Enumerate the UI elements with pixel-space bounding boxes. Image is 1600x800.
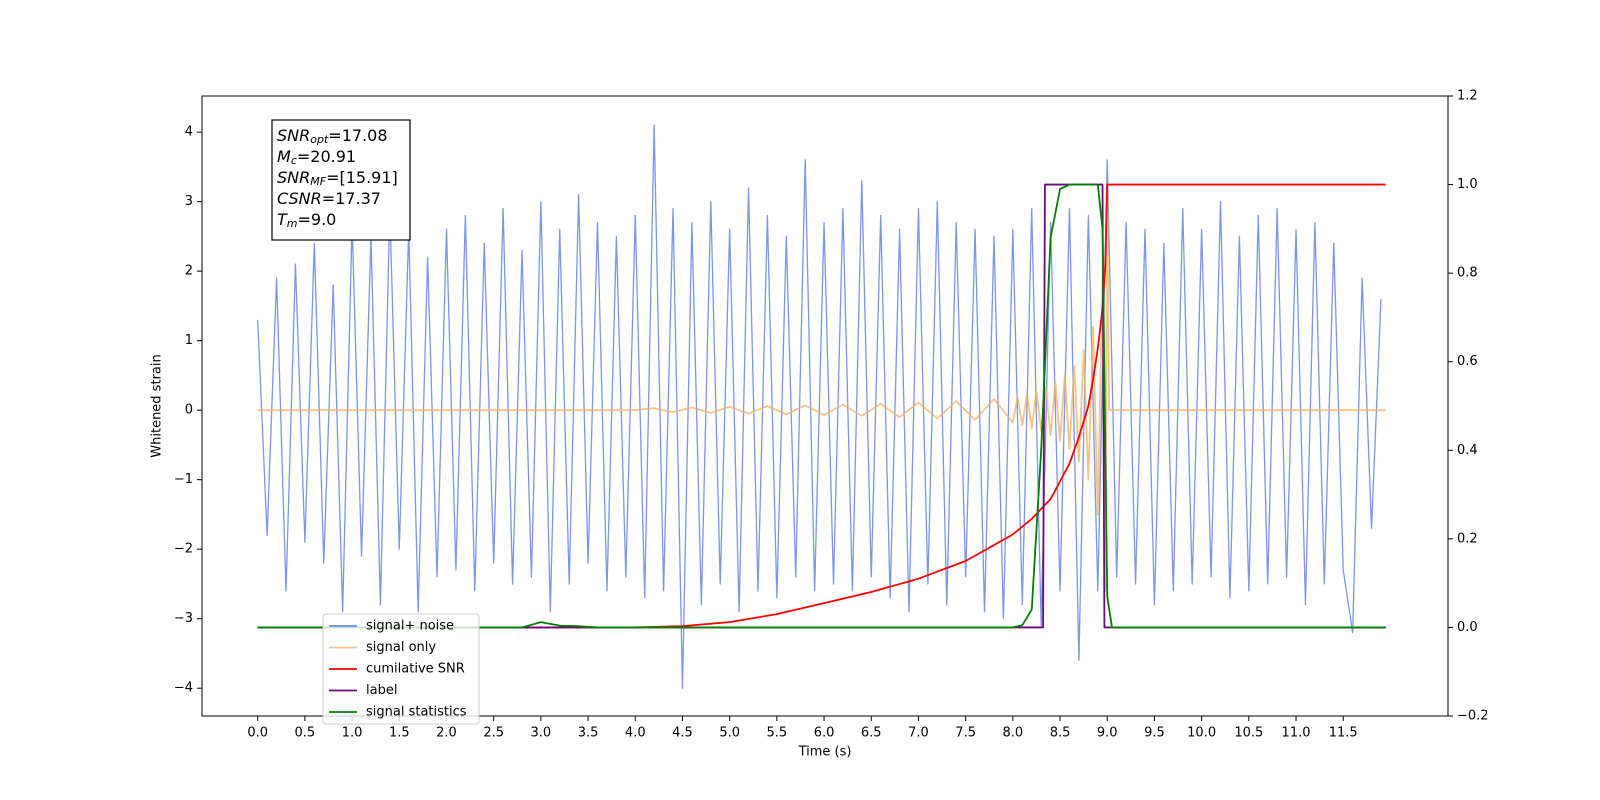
y-tick-label: −3 (174, 611, 193, 626)
series-line (257, 183, 1386, 629)
legend-label: cumilative SNR (366, 662, 465, 677)
y2-tick-label: 1.0 (1457, 177, 1478, 192)
x-tick-label: 8.5 (1050, 726, 1071, 741)
annotation-symbol: M (277, 147, 291, 166)
x-tick-label: 10.5 (1234, 726, 1263, 741)
x-tick-label: 3.5 (578, 726, 599, 741)
y-tick-label: 4 (185, 125, 193, 140)
series-line (257, 124, 1382, 689)
legend-label: signal+ noise (366, 619, 454, 634)
legend-frame (322, 613, 480, 725)
x-axis-label: Time (s) (798, 745, 852, 760)
y2-tick-label: 0.8 (1457, 266, 1478, 281)
x-tick-label: 5.5 (767, 726, 788, 741)
annotation-text: SNRopt=17.08 (277, 126, 388, 147)
annotation-text: Mc=20.91 (277, 147, 356, 168)
x-tick-label: 8.0 (1003, 726, 1024, 741)
x-tick-label: 2.5 (483, 726, 504, 741)
y2-tick-label: 0.2 (1457, 531, 1478, 546)
y-tick-label: −2 (174, 542, 193, 557)
x-tick-label: 9.0 (1097, 726, 1118, 741)
y2-tick-label: 0.6 (1457, 354, 1478, 369)
legend-label: signal only (366, 640, 436, 655)
y-tick-label: −4 (174, 681, 193, 696)
annotation-subscript: c (291, 154, 297, 167)
annotation-text: SNRMF=[15.91] (277, 168, 398, 189)
legend-label: label (366, 683, 397, 698)
x-tick-label: 4.5 (672, 726, 693, 741)
x-tick-label: 7.0 (908, 726, 929, 741)
y-tick-label: 0 (185, 403, 193, 418)
annotation-subscript: opt (310, 133, 329, 146)
x-tick-label: 6.0 (814, 726, 835, 741)
y-axis-label: Whitened strain (150, 354, 165, 457)
x-tick-label: 10.0 (1187, 726, 1216, 741)
y2-tick-label: 1.2 (1457, 89, 1478, 104)
x-tick-label: 1.0 (342, 726, 363, 741)
annotation-value: =17.08 (328, 126, 387, 145)
y2-tick-label: 0.4 (1457, 443, 1478, 458)
annotation-value: =20.91 (297, 147, 356, 166)
x-tick-label: 7.5 (955, 726, 976, 741)
x-tick-label: 0.5 (295, 726, 316, 741)
annotation-subscript: MF (310, 175, 326, 188)
y-tick-label: 2 (185, 264, 193, 279)
x-tick-label: 5.0 (719, 726, 740, 741)
x-tick-label: 2.0 (436, 726, 457, 741)
annotation-value: =17.37 (322, 189, 381, 208)
annotation-text: CSNR=17.37 (277, 189, 381, 208)
annotation-value: =[15.91] (326, 168, 398, 187)
y2-tick-label: 0.0 (1457, 620, 1478, 635)
x-tick-label: 9.5 (1144, 726, 1165, 741)
series-line (257, 186, 1386, 592)
x-tick-label: 3.0 (531, 726, 552, 741)
legend-label: signal statistics (366, 705, 467, 720)
annotation-symbol: SNR (277, 126, 310, 145)
annotation-subscript: m (287, 217, 298, 230)
annotation-symbol: SNR (277, 168, 310, 187)
annotation-symbol: CSNR (277, 189, 322, 208)
plot-frame (201, 95, 1449, 717)
y-tick-label: 3 (185, 194, 193, 209)
plot-area (257, 124, 1386, 689)
y-tick-label: 1 (185, 333, 193, 348)
x-tick-label: 6.5 (861, 726, 882, 741)
series-line (257, 183, 1386, 629)
y-tick-label: −1 (174, 472, 193, 487)
x-tick-label: 0.0 (247, 726, 268, 741)
x-tick-label: 11.5 (1329, 726, 1358, 741)
x-tick-label: 11.0 (1282, 726, 1311, 741)
annotation-symbol: T (277, 210, 288, 229)
annotation-value: =9.0 (298, 210, 337, 229)
x-tick-label: 4.0 (625, 726, 646, 741)
annotation-frame (271, 119, 411, 241)
x-tick-label: 1.5 (389, 726, 410, 741)
annotation-text: Tm=9.0 (277, 210, 336, 231)
annotation-box: SNRopt=17.08Mc=20.91SNRMF=[15.91]CSNR=17… (271, 119, 411, 241)
y2-tick-label: −0.2 (1457, 709, 1489, 724)
legend: signal+ noise signal only cumilative SNR la… (322, 613, 480, 725)
